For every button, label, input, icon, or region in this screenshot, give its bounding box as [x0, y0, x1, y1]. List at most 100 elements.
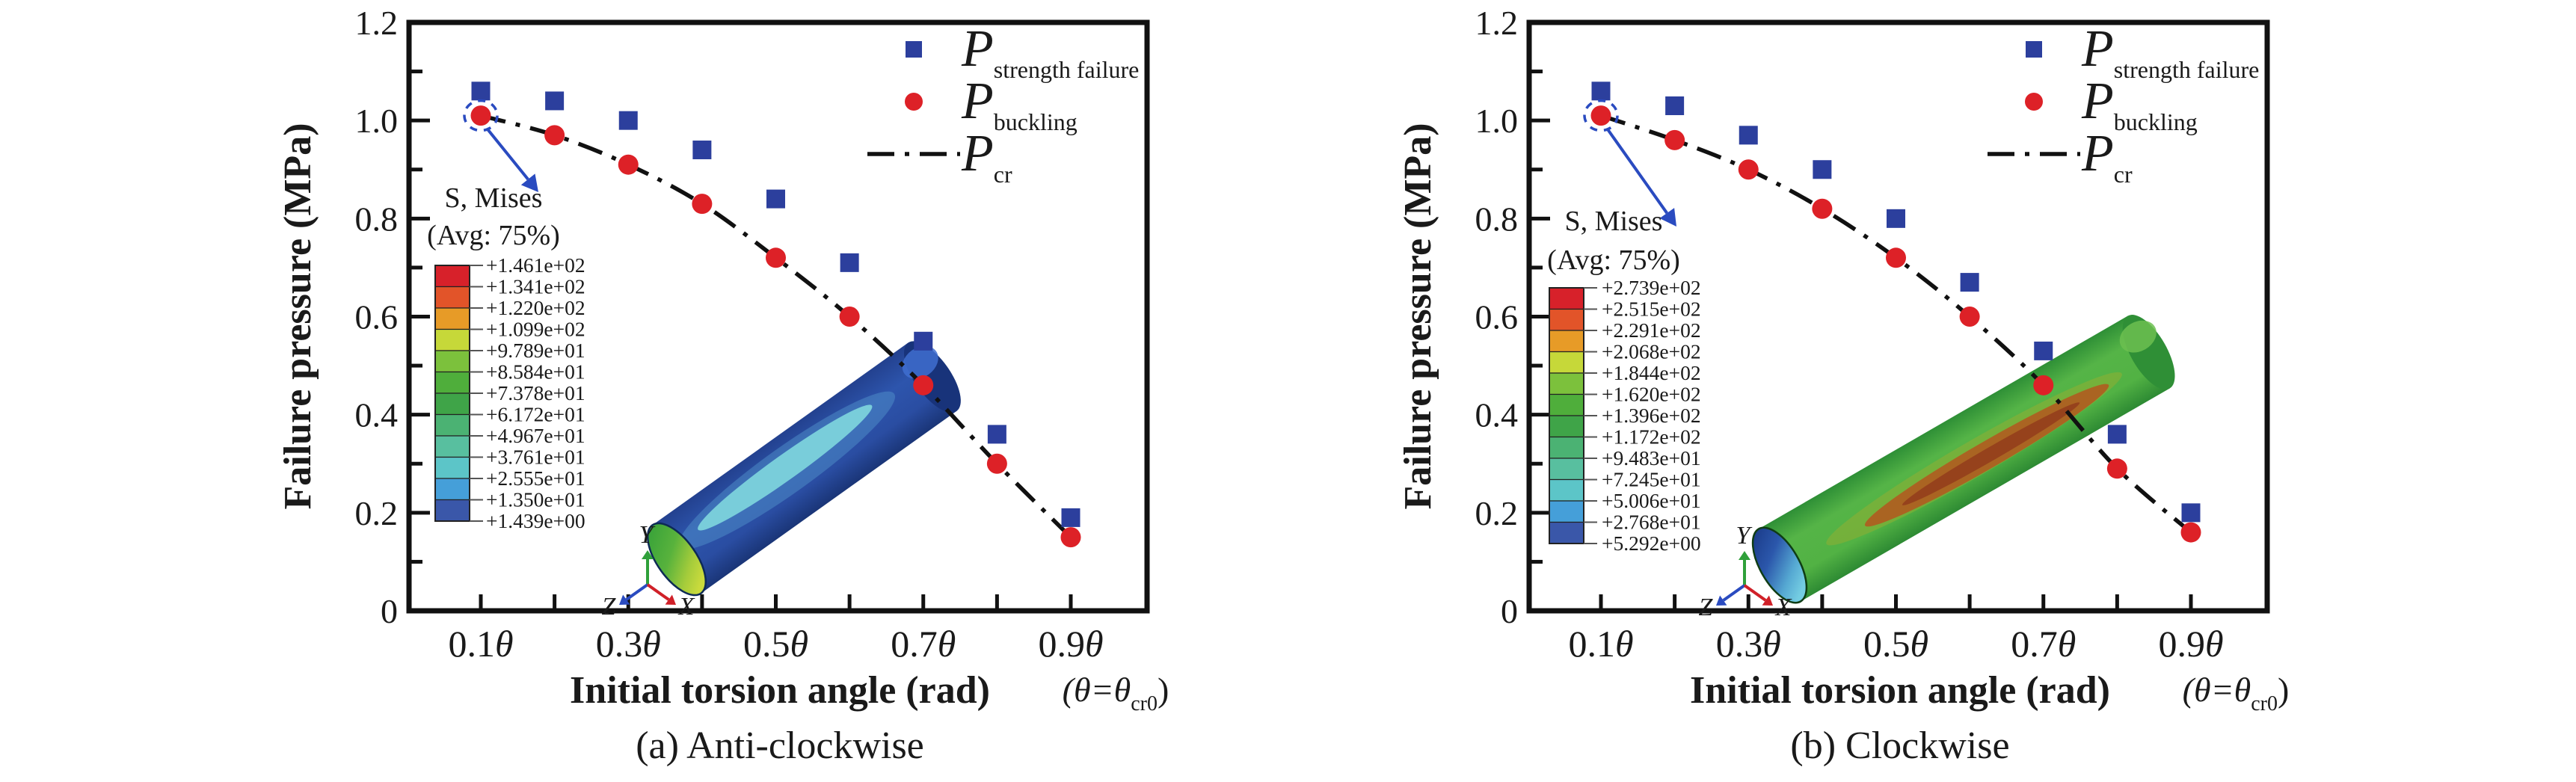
buckling-point	[692, 194, 713, 215]
axis-triad: Y Z X	[1699, 522, 1792, 621]
colorbar: S, Mises(Avg: 75%)+2.739e+02+2.515e+02+2…	[1547, 206, 1700, 555]
y-tick-label: 0.6	[355, 298, 399, 336]
buckling-point	[913, 375, 934, 395]
y-tick-label: 0.4	[1475, 396, 1519, 434]
strength-failure-point	[1813, 160, 1832, 179]
buckling-point	[1812, 198, 1833, 219]
mises-annotation	[463, 99, 538, 192]
strength-failure-point	[1960, 273, 1979, 292]
colorbar-tick-label: +2.515e+02	[1602, 298, 1701, 321]
strength-failure-point	[2181, 503, 2201, 523]
buckling-point	[1590, 105, 1611, 126]
colorbar-band	[1549, 521, 1584, 544]
x-tick-label: 0.1θ	[1568, 623, 1633, 665]
x-tick-label: 0.7θ	[891, 623, 956, 665]
colorbar-tick-label: +2.739e+02	[1602, 276, 1701, 299]
strength-failure-point	[766, 189, 785, 209]
y-axis-title: Failure pressure (MPa)	[277, 123, 319, 509]
colorbar-tick-label: +3.761e+01	[486, 446, 585, 469]
strength-failure-point	[840, 253, 859, 272]
y-tick-label: 0	[1501, 592, 1518, 630]
colorbar-tick-label: +5.292e+00	[1602, 532, 1701, 555]
colorbar-tick-label: +1.461e+02	[486, 253, 585, 277]
fem-tube-inset	[646, 341, 961, 597]
x-tick-label: 0.1θ	[448, 623, 513, 665]
colorbar-tick-label: +1.439e+00	[486, 509, 585, 532]
triad-y-arrow	[642, 550, 654, 585]
y-axis-ticks	[411, 20, 430, 613]
colorbar-tick-label: +9.483e+01	[1602, 446, 1701, 469]
colorbar-tick-label: +1.844e+02	[1602, 361, 1701, 384]
buckling-point	[1738, 159, 1759, 180]
buckling-point	[986, 453, 1007, 474]
tube-far-highlight	[2119, 320, 2157, 353]
y-tick-label: 0	[381, 592, 398, 630]
arrow-head	[1739, 551, 1750, 560]
theta-definition-note: (θ=θcr0)	[2183, 671, 2290, 715]
legend-entry-label: Pcr	[2081, 125, 2133, 188]
y-axis-ticks	[1531, 20, 1550, 613]
x-axis-title: Initial torsion angle (rad)	[570, 669, 990, 712]
colorbar-band	[434, 307, 470, 330]
colorbar-band	[1549, 500, 1584, 523]
buckling-point	[839, 307, 860, 327]
colorbar-subtitle: (Avg: 75%)	[427, 220, 560, 251]
y-tick-label: 0.2	[355, 494, 399, 532]
triad-y-label: Y	[639, 521, 656, 549]
colorbar-band	[434, 265, 470, 288]
y-tick-label: 0.4	[355, 396, 399, 434]
x-axis-ticks	[1599, 594, 2193, 609]
caption-panel-b: (b) Clockwise	[1790, 724, 2010, 767]
legend-entry-label: Pcr	[961, 125, 1012, 188]
fem-tube-inset	[1751, 315, 2175, 604]
colorbar-tick-label: +2.555e+01	[486, 467, 585, 490]
stress-patch	[698, 404, 873, 531]
tube-surface-features	[1826, 372, 2122, 546]
arrow-head	[1716, 595, 1727, 606]
strength-failure-point	[1061, 508, 1080, 527]
legend-square-marker	[906, 41, 922, 58]
arrow-shaft	[646, 583, 670, 601]
strength-failure-point	[692, 141, 712, 160]
arrow-head	[619, 594, 630, 605]
x-tick-label: 0.9θ	[1038, 623, 1103, 665]
arrow-shaft	[1722, 584, 1746, 602]
buckling-point	[2106, 458, 2127, 479]
strength-failure-point	[2107, 425, 2127, 444]
triad-x-arrow	[646, 583, 676, 605]
arrow-shaft	[1743, 584, 1767, 602]
highlight-dashed-circle	[1583, 99, 1619, 132]
y-tick-label: 1.0	[1475, 102, 1519, 140]
arrow-shaft	[625, 583, 649, 601]
colorbar-band	[434, 350, 470, 373]
buckling-point	[1959, 307, 1980, 327]
arrow-head	[1659, 208, 1676, 227]
triad-x-label: X	[677, 593, 695, 621]
colorbar-band	[1549, 436, 1584, 459]
arrow-head	[665, 594, 676, 605]
triad-z-label: Z	[1699, 594, 1714, 621]
legend-square-marker	[2026, 41, 2042, 58]
colorbar-tick-label: +9.789e+01	[486, 339, 585, 362]
triad-y-label: Y	[1736, 522, 1753, 549]
legend-entry-label: Pstrength failure	[2081, 20, 2259, 83]
colorbar-title: S, Mises	[1565, 206, 1663, 237]
colorbar-band	[434, 328, 470, 351]
buckling-markers	[1590, 105, 2201, 543]
legend-entry-label: Pstrength failure	[961, 20, 1139, 83]
buckling-point	[2180, 522, 2201, 543]
y-tick-label: 0.6	[1475, 298, 1519, 336]
buckling-point	[766, 247, 786, 268]
axis-triad: Y Z X	[602, 521, 695, 621]
buckling-point	[544, 125, 565, 146]
arrow-head	[1762, 595, 1773, 606]
colorbar-band	[434, 371, 470, 394]
colorbar-band	[434, 392, 470, 416]
highlight-dashed-circle	[463, 99, 499, 132]
colorbar-tick-label: +2.768e+01	[1602, 511, 1701, 534]
strength-failure-point	[545, 91, 565, 111]
pcr-line	[1600, 113, 2192, 535]
